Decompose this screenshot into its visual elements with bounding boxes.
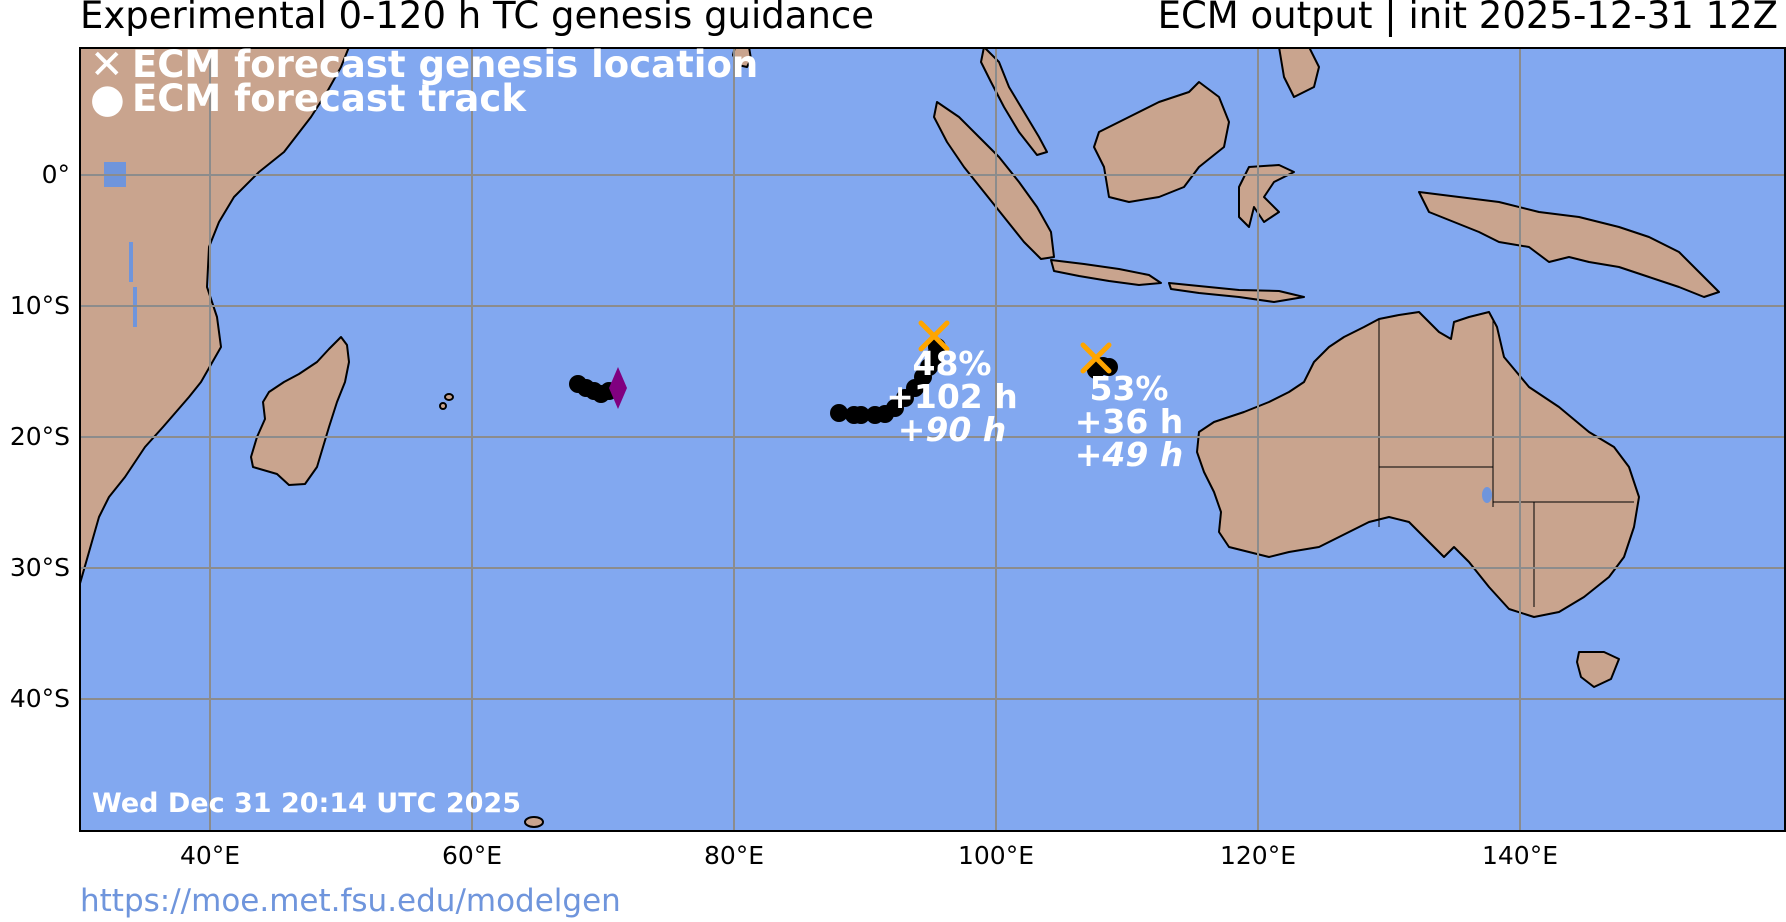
track-point [1100,358,1118,376]
lon-label-120e: 120°E [1219,841,1297,870]
reunion-island [439,402,447,410]
generated-timestamp: Wed Dec 31 20:14 UTC 2025 [92,788,522,819]
lon-label-40e: 40°E [179,841,241,870]
genesis-duration: +49 h [1074,435,1184,474]
lake-tanganyika [129,242,133,282]
lat-label-30s: 30°S [9,553,70,582]
track-west [569,375,618,403]
borneo-landmass [1093,81,1230,203]
map-legend: ✕ ECM forecast genesis location ● ECM fo… [90,42,759,122]
genesis-lead-time: +102 h [886,377,1018,416]
map-panel [79,47,1786,832]
new-guinea-landmass [1418,191,1720,298]
graticule [79,47,1786,832]
track-point [830,404,848,422]
map-title: Experimental 0-120 h TC genesis guidance [80,0,875,37]
australia-landmass [1196,311,1640,618]
africa-landmass [79,47,350,588]
lat-label-40s: 40°S [9,684,70,713]
state-borders [1378,318,1634,607]
sumatra-landmass [933,101,1055,260]
land-layer [79,47,1720,828]
java-landmass [1050,259,1162,286]
genesis-lead-time: +36 h [1074,402,1184,441]
map-border [79,47,1786,832]
sulawesi-landmass [1238,164,1295,228]
source-url-link[interactable]: https://moe.met.fsu.edu/modelgen [80,883,621,919]
diamond-marker [609,367,627,409]
lat-label-0: 0° [41,160,70,189]
kerguelen-island [524,816,544,828]
legend-genesis-label: ECM forecast genesis location [132,43,759,86]
lat-label-10s: 10°S [9,291,70,320]
model-init-title: ECM output | init 2025-12-31 12Z [1157,0,1778,37]
lesser-sunda-landmass [1168,282,1305,303]
lon-label-60e: 60°E [441,841,503,870]
dot-marker-icon: ● [90,76,125,122]
map-canvas [79,47,1786,832]
malay-peninsula-landmass [980,47,1048,156]
mauritius-island [444,393,454,401]
x-marker-icon: ✕ [90,42,124,88]
philippines-landmass [1278,47,1320,98]
lon-label-140e: 140°E [1481,841,1559,870]
madagascar-landmass [250,336,350,486]
lake-eyre [1482,487,1492,503]
legend-genesis-row: ✕ ECM forecast genesis location [90,42,759,88]
tasmania-landmass [1576,651,1620,688]
legend-track-label: ECM forecast track [132,77,526,120]
legend-track-row: ● ECM forecast track [90,76,758,122]
genesis-probability: 53% [1089,369,1169,408]
lat-label-20s: 20°S [9,422,70,451]
genesis-marker-central [918,320,950,352]
genesis-probability: 48% [912,344,992,383]
genesis-annotation-east: 53% +36 h +49 h [1075,372,1184,471]
track-point [852,406,870,424]
genesis-duration: +90 h [897,410,1007,449]
genesis-marker-east [1080,342,1112,374]
genesis-annotation-central: 48% +102 h +90 h [886,347,1018,446]
lon-label-100e: 100°E [957,841,1035,870]
lon-label-80e: 80°E [703,841,765,870]
